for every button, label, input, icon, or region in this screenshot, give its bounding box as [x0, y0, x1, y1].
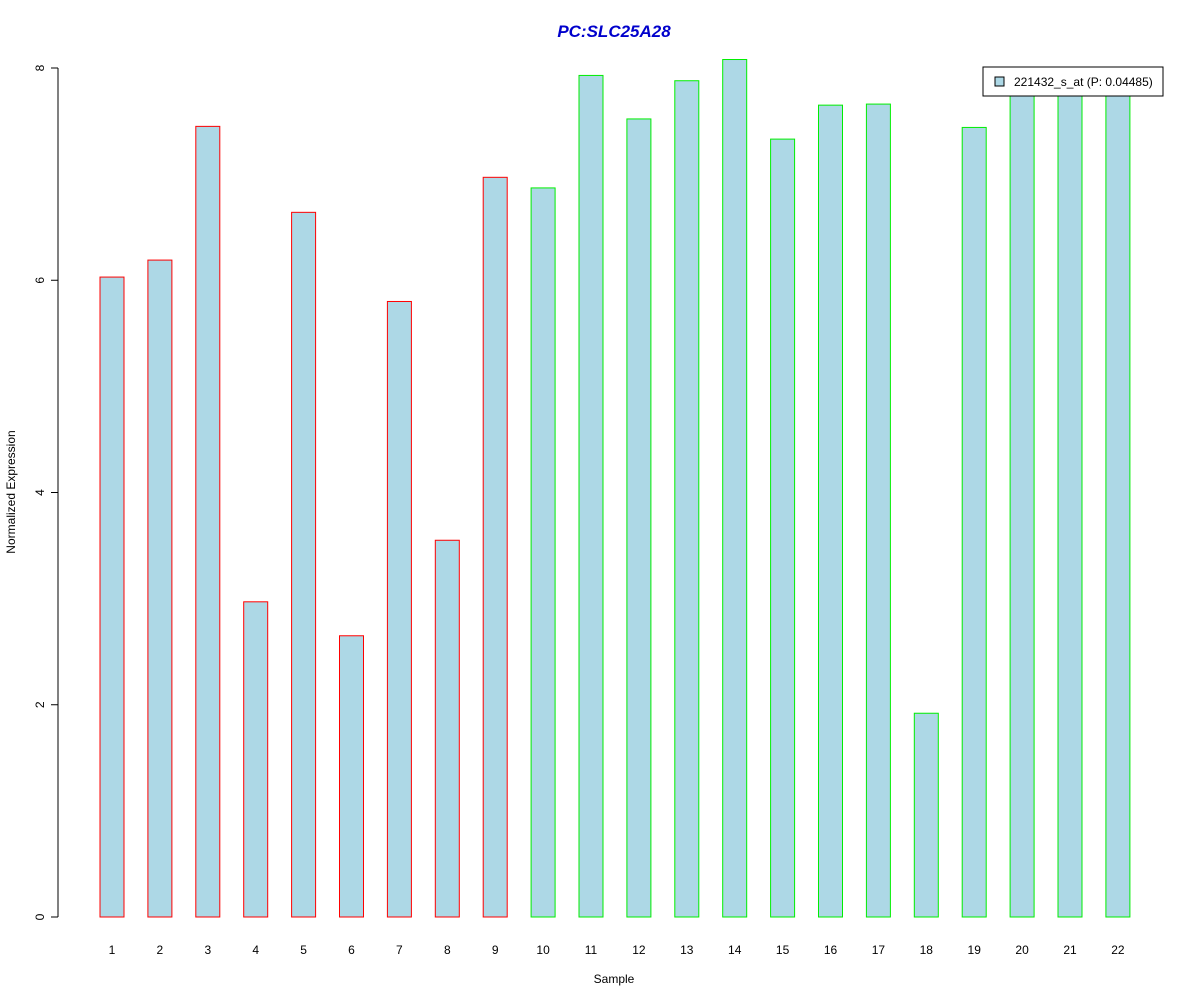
chart-title: PC:SLC25A28: [557, 22, 671, 41]
bar-sample-10: [530, 187, 556, 918]
x-tick-label: 11: [585, 943, 598, 957]
x-tick-label: 10: [536, 943, 550, 957]
x-axis-label: Sample: [594, 972, 635, 986]
legend-swatch: [994, 76, 1005, 87]
x-tick-label: 5: [300, 943, 307, 957]
x-tick-label: 14: [728, 943, 742, 957]
bar-sample-5: [291, 211, 317, 918]
x-tick-label: 8: [444, 943, 451, 957]
bar-sample-19: [961, 126, 987, 918]
bar-sample-12: [626, 118, 652, 918]
bar-sample-9: [482, 176, 508, 918]
x-tick-label: 16: [824, 943, 838, 957]
y-tick-label: 2: [33, 701, 47, 708]
bar-sample-6: [339, 635, 364, 918]
legend-entry-label: 221432_s_at (P: 0.04485): [1014, 75, 1153, 89]
bar-sample-3: [195, 125, 221, 918]
bar-sample-20: [1009, 92, 1035, 918]
x-tick-label: 13: [680, 943, 694, 957]
x-tick-label: 3: [204, 943, 211, 957]
x-tick-label: 20: [1015, 943, 1029, 957]
x-tick-label: 12: [632, 943, 646, 957]
bar-sample-13: [674, 80, 700, 918]
bar-sample-16: [818, 104, 843, 918]
legend-box: [982, 66, 1164, 97]
bar-sample-2: [147, 259, 173, 918]
bar-sample-8: [434, 539, 460, 918]
x-tick-label: 6: [348, 943, 355, 957]
y-axis: 0 2 4 6 8: [33, 64, 59, 920]
x-tick-label: 18: [920, 943, 934, 957]
x-tick-label: 19: [968, 943, 982, 957]
y-tick-label: 4: [33, 489, 47, 496]
x-tick-label: 4: [252, 943, 259, 957]
bar-sample-22: [1105, 92, 1131, 918]
x-tick-label: 17: [872, 943, 886, 957]
y-axis-label: Normalized Expression: [4, 430, 18, 553]
y-tick-label: 6: [33, 277, 47, 284]
bar-sample-15: [770, 138, 796, 918]
bars-group: [99, 59, 1131, 918]
bar-sample-14: [722, 59, 748, 918]
x-tick-labels: 1 2 3 4 5 6 7 8 9 10 11 12 13 14 15 16 17 18 19 20 21 22: [109, 943, 1125, 957]
bar-sample-4: [243, 601, 269, 918]
bar-sample-1: [99, 276, 125, 918]
legend: 221432_s_at (P: 0.04485): [982, 66, 1164, 97]
x-tick-label: 1: [109, 943, 116, 957]
bar-sample-18: [913, 712, 939, 918]
x-tick-label: 2: [157, 943, 164, 957]
x-tick-label: 22: [1111, 943, 1125, 957]
x-tick-label: 9: [492, 943, 499, 957]
bar-sample-11: [578, 74, 604, 918]
bar-sample-7: [386, 300, 412, 918]
bar-sample-21: [1057, 92, 1083, 918]
y-tick-label: 0: [33, 913, 47, 920]
x-tick-label: 15: [776, 943, 790, 957]
x-tick-label: 21: [1063, 943, 1077, 957]
y-tick-label: 8: [33, 64, 47, 71]
bar-sample-17: [865, 103, 891, 918]
x-tick-label: 7: [396, 943, 403, 957]
